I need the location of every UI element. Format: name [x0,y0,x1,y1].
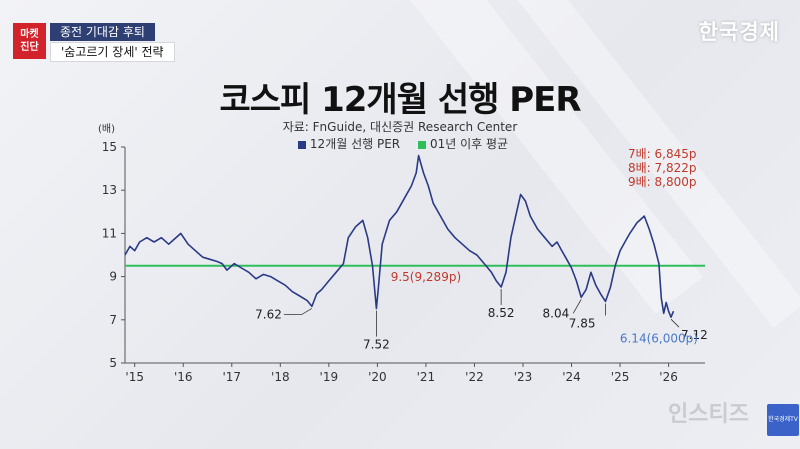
annotation-label: 7.12 [681,328,708,342]
annotation-leader [572,299,582,314]
pe-target-label: 7배: 6,845p [628,147,697,161]
headline-secondary: '숨고르기 장세' 전략 [50,42,175,62]
x-tick-label: '16 [174,370,193,384]
x-tick-label: '24 [562,370,581,384]
annotation-label: 7.85 [569,316,596,330]
annotation-leader [670,318,680,328]
average-annotation: 9.5(9,289p) [391,270,461,284]
market-diagnosis-tag: 마켓 진단 [13,23,46,59]
x-tick-label: '21 [417,370,436,384]
x-tick-label: '15 [125,370,144,384]
tag-line-2: 진단 [20,42,39,53]
pe-target-label: 9배: 8,800p [628,175,697,189]
tag-line-1: 마켓 [20,29,39,40]
per-series-line [124,154,675,319]
y-tick-label: 11 [102,226,117,240]
chart-title: 코스피 12개월 선행 PER [219,80,581,120]
channel-logo: 한국경제TV [767,404,799,436]
headline-primary: 종전 기대감 후퇴 [50,23,155,41]
y-tick-label: 13 [102,183,117,197]
annotation-label: 8.04 [543,306,570,320]
legend-label-avg: 01년 이후 평균 [429,137,509,151]
chart-legend: 12개월 선행 PER 01년 이후 평균 [0,135,800,152]
y-tick-label: 9 [109,270,117,284]
annotation-leader [283,308,313,315]
y-tick-label: 7 [109,313,117,327]
legend-label-per: 12개월 선행 PER [309,137,401,151]
annotation-label: 7.62 [255,307,282,321]
pe-target-label: 8배: 7,822p [628,161,697,175]
x-tick-label: '23 [514,370,533,384]
x-tick-label: '20 [368,370,387,384]
x-tick-label: '18 [271,370,290,384]
y-tick-label: 15 [102,140,117,154]
y-axis-label: (배) [98,123,115,135]
index-target-annotation: 6.14(6,000p) [620,331,698,345]
legend-item-per: 12개월 선행 PER [292,135,400,152]
broadcaster-logo: 한국경제 [698,19,780,44]
legend-swatch-per [297,140,306,149]
watermark-text: 인스티즈 [668,402,749,427]
x-tick-label: '17 [222,370,241,384]
annotation-label: 8.52 [488,306,515,320]
x-tick-label: '26 [659,370,678,384]
chart-source: 자료: FnGuide, 대신증권 Research Center [282,120,518,134]
x-tick-label: '19 [320,370,339,384]
x-tick-label: '25 [611,370,630,384]
legend-item-avg: 01년 이후 평균 [412,135,508,152]
annotation-label: 7.52 [363,338,390,352]
x-tick-label: '22 [465,370,484,384]
legend-swatch-avg [417,140,426,149]
y-tick-label: 5 [109,356,117,370]
